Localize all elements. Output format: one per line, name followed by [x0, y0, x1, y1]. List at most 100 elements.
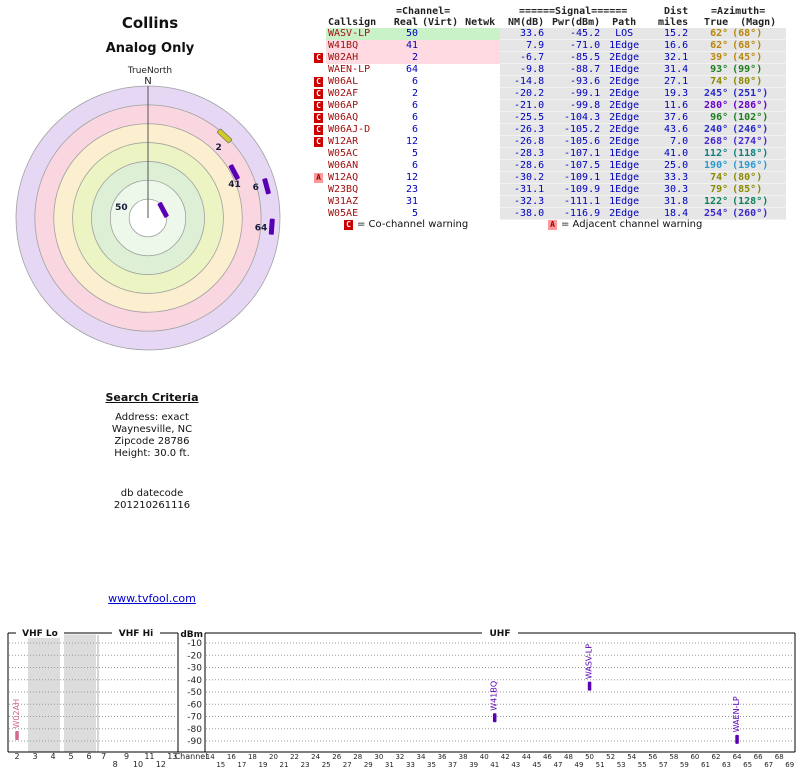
distance-miles: 7.0	[646, 135, 691, 148]
station-callsign[interactable]: W12AQ	[328, 172, 359, 183]
noise-margin-db: -25.5	[500, 111, 547, 124]
svg-text:25: 25	[322, 761, 331, 768]
header-netwk: Netwk	[465, 17, 496, 28]
warning-cell: C	[312, 76, 326, 88]
header-true: True	[704, 17, 729, 28]
svg-text:54: 54	[627, 753, 636, 761]
svg-text:15: 15	[216, 761, 225, 768]
station-callsign[interactable]: W02AF	[328, 88, 359, 99]
noise-margin-db: -31.1	[500, 183, 547, 196]
signal-marker	[492, 713, 497, 723]
azimuth-magnetic: (118°)	[730, 147, 787, 160]
azimuth-true: 93°	[690, 63, 731, 76]
noise-margin-db: -14.8	[500, 75, 547, 88]
network	[460, 208, 500, 220]
network	[460, 28, 501, 40]
svg-text:18: 18	[248, 753, 257, 761]
svg-text:13: 13	[167, 752, 177, 761]
channel-real: 50	[386, 28, 420, 40]
svg-text:34: 34	[417, 753, 426, 761]
svg-text:-70: -70	[187, 713, 202, 723]
station-marker	[157, 202, 169, 218]
north-n-label: N	[144, 76, 151, 87]
distance-miles: 31.8	[646, 195, 691, 208]
power-dbm: -105.6	[546, 135, 603, 148]
svg-text:59: 59	[680, 761, 689, 768]
svg-text:33: 33	[406, 761, 415, 768]
station-row: W05AE 5 -38.0 -116.9 2Edge 18.4 254° (260°)	[312, 207, 787, 220]
channel-virt	[420, 51, 461, 64]
signal-path: 2Edge	[602, 207, 647, 220]
channel-virt	[420, 28, 461, 40]
azimuth-true: 268°	[690, 135, 731, 148]
station-callsign[interactable]: W06AP	[328, 100, 359, 111]
signal-path: 1Edge	[602, 159, 647, 172]
channel-real: 6	[411, 160, 418, 171]
power-dbm: -71.0	[546, 39, 603, 52]
svg-text:53: 53	[617, 761, 626, 768]
svg-text:17: 17	[237, 761, 246, 768]
distance-miles: 16.6	[646, 39, 691, 52]
station-marker	[262, 178, 271, 195]
distance-miles: 33.3	[646, 171, 691, 184]
station-marker	[268, 218, 275, 235]
azimuth-true: 240°	[690, 123, 731, 136]
station-callsign[interactable]: W05AC	[328, 148, 359, 159]
azimuth-magnetic: (80°)	[730, 75, 787, 88]
svg-text:44: 44	[522, 753, 531, 761]
co-channel-warning-badge: C	[314, 137, 323, 147]
signal-callsign-label: W41BQ	[490, 681, 499, 711]
station-callsign[interactable]: W12AR	[328, 136, 359, 147]
svg-text:26: 26	[332, 753, 341, 761]
svg-text:41: 41	[490, 761, 499, 768]
channel-virt	[420, 136, 460, 148]
station-callsign[interactable]: W02AH	[326, 51, 386, 64]
warning-cell	[312, 148, 326, 160]
azimuth-magnetic: (68°)	[730, 39, 787, 52]
warning-cell: C	[312, 100, 326, 112]
power-dbm: -109.9	[546, 183, 603, 196]
adjacent-channel-warning-badge: A	[314, 173, 323, 183]
db-datecode-value: 201210261116	[113, 500, 191, 511]
station-callsign[interactable]: W06AL	[328, 76, 359, 87]
station-callsign[interactable]: W06AJ-D	[328, 124, 371, 135]
svg-text:-10: -10	[187, 639, 202, 649]
tvfool-link[interactable]: www.tvfool.com	[108, 592, 196, 605]
svg-text:37: 37	[448, 761, 457, 768]
station-callsign[interactable]: W06AN	[328, 160, 359, 171]
station-marker-label: 2	[216, 143, 222, 153]
noise-margin-db: -21.0	[500, 99, 547, 112]
warning-cell: A	[312, 172, 326, 184]
station-callsign[interactable]: W31AZ	[328, 196, 359, 207]
signal-marker	[15, 730, 19, 740]
station-callsign[interactable]: W05AE	[328, 208, 359, 219]
signal-callsign-label: WAEN-LP	[732, 696, 741, 732]
azimuth-true: 96°	[690, 111, 731, 124]
station-marker-label: 41	[228, 180, 241, 190]
station-marker-label: 50	[115, 203, 128, 213]
azimuth-true: 245°	[690, 87, 731, 100]
station-callsign[interactable]: W23BQ	[328, 184, 359, 195]
distance-miles: 19.3	[646, 87, 691, 100]
azimuth-magnetic: (45°)	[730, 51, 787, 64]
distance-miles: 30.3	[646, 183, 691, 196]
station-callsign[interactable]: W06AQ	[328, 112, 359, 123]
signal-path: 2Edge	[602, 123, 647, 136]
noise-margin-db: 33.6	[500, 28, 547, 40]
radar-plot: N 2 41 6 50 64	[15, 76, 281, 351]
station-callsign[interactable]: WAEN-LP	[328, 64, 371, 75]
channel-real: 5	[411, 148, 418, 159]
station-row: W05AC 5 -28.3 -107.1 1Edge 41.0 112° (118°)	[312, 147, 787, 160]
signal-path: 1Edge	[602, 147, 647, 160]
station-callsign[interactable]: WASV-LP	[326, 28, 386, 40]
station-callsign[interactable]: W41BQ	[326, 39, 386, 52]
noise-margin-db: -6.7	[500, 51, 547, 64]
warning-cell: C	[312, 124, 326, 136]
azimuth-magnetic: (68°)	[730, 28, 787, 40]
svg-text:62: 62	[712, 753, 721, 761]
azimuth-true: 74°	[690, 75, 731, 88]
azimuth-magnetic: (260°)	[730, 207, 787, 220]
channel-virt	[420, 184, 460, 196]
table-header-groups: =Channel= ======Signal====== Dist =Azimuth=	[312, 6, 786, 17]
power-dbm: -107.1	[546, 147, 603, 160]
